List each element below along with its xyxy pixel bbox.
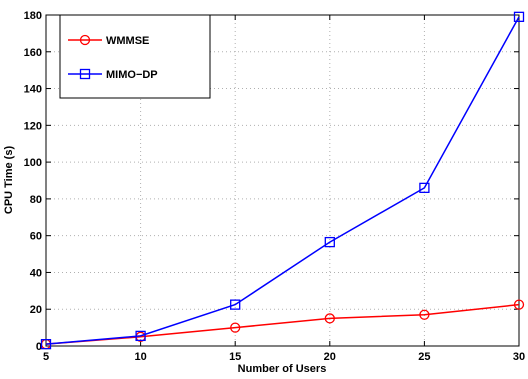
legend-label: MIMO−DP xyxy=(106,69,158,81)
y-axis-title: CPU Time (s) xyxy=(3,146,15,215)
data-point xyxy=(230,299,241,310)
legend-marker xyxy=(79,34,91,46)
legend-box xyxy=(59,14,211,99)
data-point xyxy=(324,313,335,324)
series-line xyxy=(45,16,520,345)
legend-label: WMMSE xyxy=(106,35,149,47)
y-tick-label: 20 xyxy=(30,304,42,316)
y-tick-label: 140 xyxy=(24,84,42,96)
y-tick-label: 180 xyxy=(24,10,42,22)
data-point xyxy=(419,309,430,320)
series-0 xyxy=(40,299,525,350)
data-point xyxy=(230,322,241,333)
y-tick-label: 80 xyxy=(30,194,42,206)
axis-ticks xyxy=(45,14,520,347)
y-tick-label: 100 xyxy=(24,157,42,169)
data-point xyxy=(135,330,146,342)
plot-area-frame xyxy=(45,14,520,347)
y-tick-label: 40 xyxy=(30,267,42,279)
legend-entries: WMMSE MIMO−DP xyxy=(68,34,158,81)
x-tick-labels: 5 10 15 20 25 30 xyxy=(43,351,525,363)
y-tick-label: 160 xyxy=(24,47,42,59)
y-tick-labels: 0 20 40 60 80 100 120 140 160 180 xyxy=(24,10,42,353)
series-line xyxy=(45,303,520,345)
x-tick-label: 15 xyxy=(229,351,241,363)
data-point xyxy=(513,11,525,22)
legend-entry: MIMO−DP xyxy=(68,68,158,81)
legend: WMMSE MIMO−DP xyxy=(59,14,211,99)
legend-marker xyxy=(79,68,91,80)
y-tick-label: 60 xyxy=(30,231,42,243)
x-tick-label: 25 xyxy=(418,351,430,363)
x-tick-label: 5 xyxy=(43,351,49,363)
grid-lines xyxy=(46,15,519,346)
x-tick-label: 20 xyxy=(324,351,336,363)
y-tick-label: 120 xyxy=(24,120,42,132)
x-axis-title: Number of Users xyxy=(238,363,327,375)
data-point xyxy=(40,339,52,350)
series-lines xyxy=(40,11,525,350)
data-point xyxy=(419,182,430,194)
y-tick-label: 0 xyxy=(36,341,42,353)
legend-entry: WMMSE xyxy=(68,34,149,47)
data-point xyxy=(513,299,525,310)
x-tick-label: 10 xyxy=(134,351,146,363)
x-tick-label: 30 xyxy=(513,351,525,363)
data-point xyxy=(324,236,335,248)
series-1 xyxy=(40,11,525,350)
